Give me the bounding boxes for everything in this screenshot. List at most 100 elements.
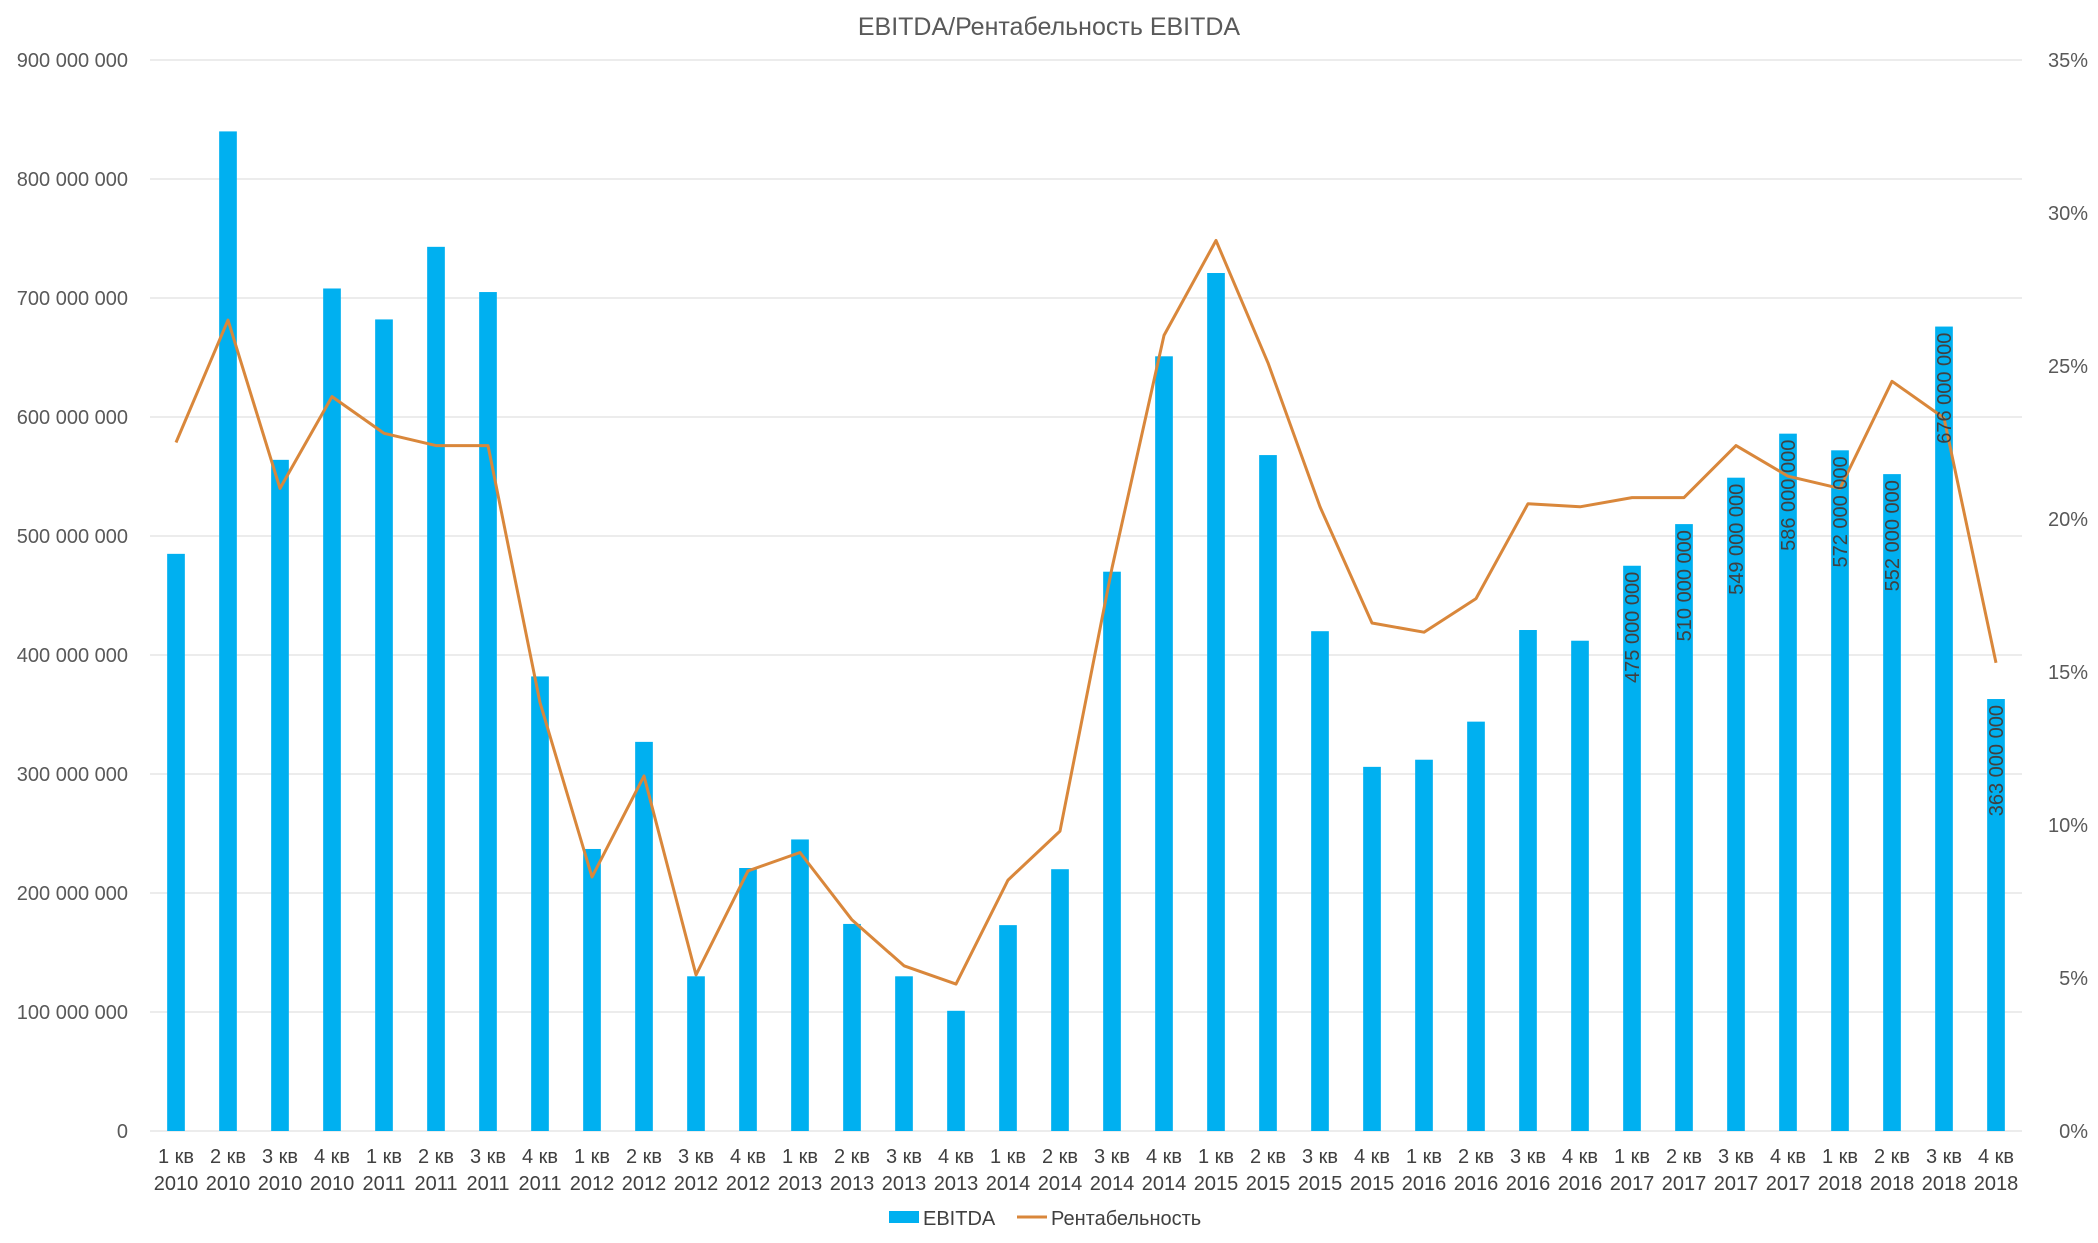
right-axis-tick-label: 10% — [2048, 815, 2088, 837]
ebitda-data-label: 510 000 000 — [1674, 530, 1696, 641]
x-axis-year-label: 2018 — [1818, 1173, 1863, 1195]
x-axis-year-label: 2016 — [1558, 1173, 1603, 1195]
ebitda-bar — [1415, 759, 1433, 1131]
x-axis-year-label: 2017 — [1766, 1173, 1811, 1195]
ebitda-bar — [999, 925, 1017, 1131]
margin-line — [174, 239, 1998, 986]
left-axis-tick-label: 100 000 000 — [17, 1002, 128, 1024]
x-axis-year-label: 2016 — [1454, 1173, 1499, 1195]
x-axis: 1 кв 2010 2 кв 2010 3 кв 2010 4 кв 2010 1 кв 2011… — [154, 1146, 2019, 1195]
ebitda-bar — [531, 676, 549, 1131]
ebitda-bar — [219, 131, 237, 1131]
x-axis-year-label: 2011 — [466, 1173, 509, 1195]
ebitda-bars — [167, 131, 2005, 1132]
x-axis-year-label: 2015 — [1298, 1173, 1343, 1195]
ebitda-bar — [1935, 326, 1953, 1131]
ebitda-bar — [323, 288, 341, 1132]
x-axis-year-label: 2016 — [1506, 1173, 1551, 1195]
x-axis-year-label: 2011 — [414, 1173, 457, 1195]
x-axis-quarter-label: 2 кв — [626, 1146, 662, 1168]
legend-swatch-ebitda — [889, 1211, 919, 1223]
x-axis-year-label: 2011 — [362, 1173, 405, 1195]
ebitda-bar — [583, 848, 601, 1131]
ebitda-bar — [375, 319, 393, 1131]
x-axis-quarter-label: 2 кв — [418, 1146, 454, 1168]
left-axis: 0 100 000 000 200 000 000 300 000 000 400 00… — [17, 50, 128, 1143]
x-axis-year-label: 2017 — [1610, 1173, 1655, 1195]
right-axis-tick-label: 15% — [2048, 662, 2088, 684]
ebitda-bar — [1259, 455, 1277, 1132]
x-axis-year-label: 2014 — [1142, 1173, 1187, 1195]
right-axis: 0% 5% 10% 15% 20% 25% 30% 35% — [2048, 50, 2088, 1143]
x-axis-quarter-label: 3 кв — [1926, 1146, 1962, 1168]
x-axis-year-label: 2014 — [986, 1173, 1031, 1195]
x-axis-quarter-label: 4 кв — [730, 1146, 766, 1168]
ebitda-bar — [427, 246, 445, 1131]
x-axis-quarter-label: 1 кв — [1198, 1146, 1234, 1168]
x-axis-year-label: 2012 — [726, 1173, 771, 1195]
x-axis-quarter-label: 2 кв — [1666, 1146, 1702, 1168]
gridlines — [150, 59, 2022, 1132]
x-axis-quarter-label: 2 кв — [834, 1146, 870, 1168]
left-axis-tick-label: 300 000 000 — [17, 764, 128, 786]
x-axis-quarter-label: 4 кв — [522, 1146, 558, 1168]
x-axis-year-label: 2012 — [622, 1173, 667, 1195]
x-axis-year-label: 2015 — [1194, 1173, 1239, 1195]
ebitda-bar — [635, 741, 653, 1131]
x-axis-quarter-label: 1 кв — [1406, 1146, 1442, 1168]
x-axis-quarter-label: 3 кв — [678, 1146, 714, 1168]
legend-label-margin: Рентабельность — [1051, 1208, 1201, 1230]
x-axis-quarter-label: 3 кв — [1302, 1146, 1338, 1168]
ebitda-bar — [1363, 766, 1381, 1131]
x-axis-year-label: 2013 — [778, 1173, 823, 1195]
ebitda-bar — [1571, 640, 1589, 1131]
x-axis-year-label: 2018 — [1870, 1173, 1915, 1195]
ebitda-bar — [1623, 565, 1641, 1131]
left-axis-tick-label: 900 000 000 — [17, 50, 128, 72]
x-axis-year-label: 2010 — [310, 1173, 355, 1195]
x-axis-quarter-label: 1 кв — [782, 1146, 818, 1168]
x-axis-year-label: 2014 — [1038, 1173, 1083, 1195]
ebitda-bar — [1155, 356, 1173, 1131]
right-axis-tick-label: 25% — [2048, 356, 2088, 378]
right-axis-tick-label: 20% — [2048, 509, 2088, 531]
x-axis-quarter-label: 4 кв — [1562, 1146, 1598, 1168]
x-axis-year-label: 2013 — [934, 1173, 979, 1195]
ebitda-bar — [1883, 474, 1901, 1131]
x-axis-quarter-label: 2 кв — [210, 1146, 246, 1168]
ebitda-bar — [1727, 477, 1745, 1131]
ebitda-bar — [167, 553, 185, 1131]
ebitda-data-label: 363 000 000 — [1986, 705, 2008, 816]
ebitda-data-label: 676 000 000 — [1934, 333, 1956, 444]
ebitda-bar — [1831, 450, 1849, 1131]
ebitda-data-label: 572 000 000 — [1830, 456, 1852, 567]
x-axis-year-label: 2018 — [1974, 1173, 2019, 1195]
x-axis-year-label: 2015 — [1246, 1173, 1291, 1195]
ebitda-data-label: 586 000 000 — [1778, 440, 1800, 551]
ebitda-bar — [1311, 631, 1329, 1131]
data-labels: 475 000 000 510 000 000 549 000 000 586 000… — [1622, 333, 2008, 817]
x-axis-year-label: 2012 — [674, 1173, 719, 1195]
x-axis-year-label: 2017 — [1662, 1173, 1707, 1195]
ebitda-bar — [1467, 721, 1485, 1131]
x-axis-quarter-label: 1 кв — [366, 1146, 402, 1168]
x-axis-quarter-label: 2 кв — [1874, 1146, 1910, 1168]
left-axis-tick-label: 800 000 000 — [17, 169, 128, 191]
ebitda-bar — [1675, 524, 1693, 1131]
x-axis-quarter-label: 4 кв — [1770, 1146, 1806, 1168]
x-axis-quarter-label: 3 кв — [470, 1146, 506, 1168]
left-axis-tick-label: 700 000 000 — [17, 288, 128, 310]
x-axis-year-label: 2013 — [830, 1173, 875, 1195]
x-axis-quarter-label: 1 кв — [574, 1146, 610, 1168]
x-axis-quarter-label: 4 кв — [314, 1146, 350, 1168]
x-axis-quarter-label: 3 кв — [262, 1146, 298, 1168]
ebitda-bar — [895, 976, 913, 1131]
right-axis-tick-label: 35% — [2048, 50, 2088, 72]
ebitda-data-label: 475 000 000 — [1622, 572, 1644, 683]
chart-title: EBITDA/Рентабельность EBITDA — [858, 13, 1241, 41]
x-axis-quarter-label: 2 кв — [1458, 1146, 1494, 1168]
x-axis-year-label: 2010 — [206, 1173, 251, 1195]
x-axis-quarter-label: 3 кв — [886, 1146, 922, 1168]
